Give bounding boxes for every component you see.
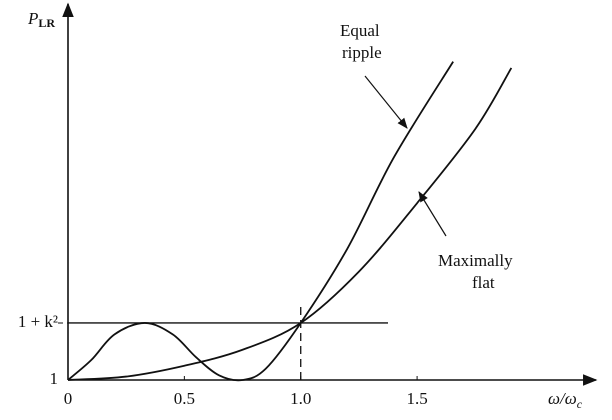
x-axis-label: ω/ωc (548, 389, 583, 411)
curve-label: Maximally (438, 251, 513, 270)
x-tick-label: 0 (64, 389, 73, 408)
x-tick-label: 1.0 (290, 389, 311, 408)
x-tick-label: 1.5 (406, 389, 427, 408)
curve-label: ripple (342, 43, 382, 62)
y-tick-label: 1 (50, 369, 59, 388)
annotation-arrow (418, 191, 447, 237)
curve-label: flat (472, 273, 495, 292)
annotation-arrow (364, 75, 408, 129)
x-tick-label: 0.5 (174, 389, 195, 408)
y-tick-label: 1 + k² (18, 312, 58, 331)
curve (67, 67, 513, 381)
curve (67, 61, 454, 382)
y-axis-label: PLR (27, 9, 55, 30)
curve-label: Equal (340, 21, 380, 40)
